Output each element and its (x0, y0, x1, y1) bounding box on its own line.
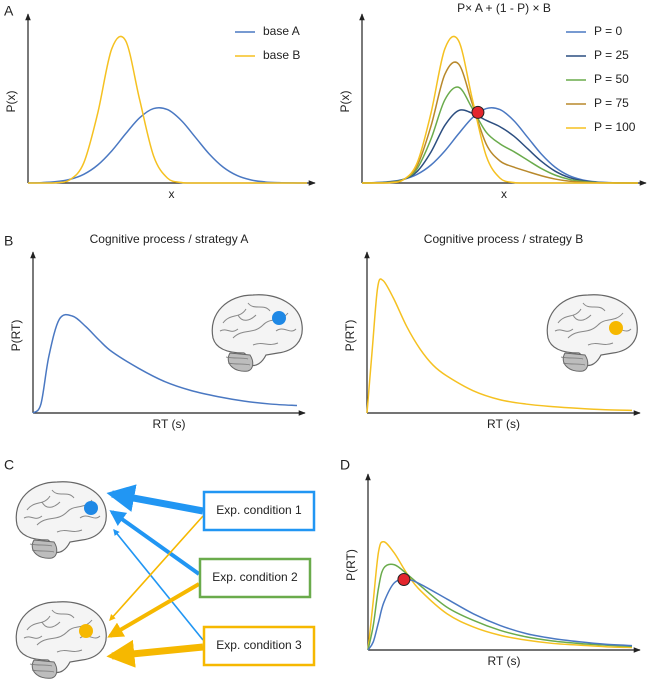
line-series (367, 540, 633, 651)
chart-title: Cognitive process / strategy B (424, 232, 583, 246)
line-series (27, 106, 308, 184)
panel-label: D (340, 457, 350, 473)
condition-box (202, 625, 316, 667)
brain-dot (79, 624, 93, 638)
panel-label: A (4, 3, 14, 19)
brain-dot (84, 501, 98, 515)
condition-label: Exp. condition 1 (216, 503, 302, 517)
chart-title: P× A + (1 - P) × B (457, 1, 551, 15)
legend-label: P = 25 (594, 48, 629, 62)
line-series (367, 578, 633, 651)
x-axis-label: RT (s) (153, 417, 186, 431)
arrow (106, 639, 204, 668)
legend-label: P = 50 (594, 72, 629, 86)
arrow (109, 515, 204, 621)
panel-label: B (4, 233, 13, 249)
y-axis-label: P(RT) (9, 320, 23, 352)
x-axis-label: RT (s) (487, 417, 520, 431)
brain (15, 481, 107, 559)
line-series (361, 35, 638, 184)
brain (546, 294, 638, 372)
legend-label: P = 75 (594, 96, 629, 110)
y-axis-label: P(RT) (344, 549, 358, 581)
line-series (32, 313, 298, 414)
brain-dot (272, 311, 286, 325)
panel-label: C (4, 457, 14, 473)
intersection-marker (397, 572, 411, 586)
brain-dot (609, 321, 623, 335)
arrow (109, 510, 201, 576)
x-axis-label: x (501, 187, 507, 201)
arrow (113, 529, 204, 641)
y-axis-label: P(RT) (343, 320, 357, 352)
line-series (366, 278, 633, 414)
legend-label: base B (263, 48, 300, 62)
line-series (367, 563, 633, 651)
y-axis-label: P(x) (4, 91, 18, 113)
legend-label: base A (263, 24, 300, 38)
y-axis-label: P(x) (338, 91, 352, 113)
x-axis-label: x (169, 187, 175, 201)
line-series (27, 35, 307, 184)
arrow (106, 484, 204, 515)
condition-box (202, 490, 316, 532)
intersection-marker (471, 105, 485, 119)
legend-label: P = 100 (594, 120, 636, 134)
condition-label: Exp. condition 3 (216, 638, 302, 652)
arrows (106, 484, 204, 668)
chart-title: Cognitive process / strategy A (90, 232, 249, 246)
line-series (361, 106, 639, 184)
brain (15, 601, 107, 679)
brain (211, 294, 303, 372)
condition-box (198, 557, 312, 599)
arrow (107, 582, 201, 638)
x-axis-label: RT (s) (488, 654, 521, 668)
legend-label: P = 0 (594, 24, 622, 38)
condition-label: Exp. condition 2 (212, 570, 298, 584)
